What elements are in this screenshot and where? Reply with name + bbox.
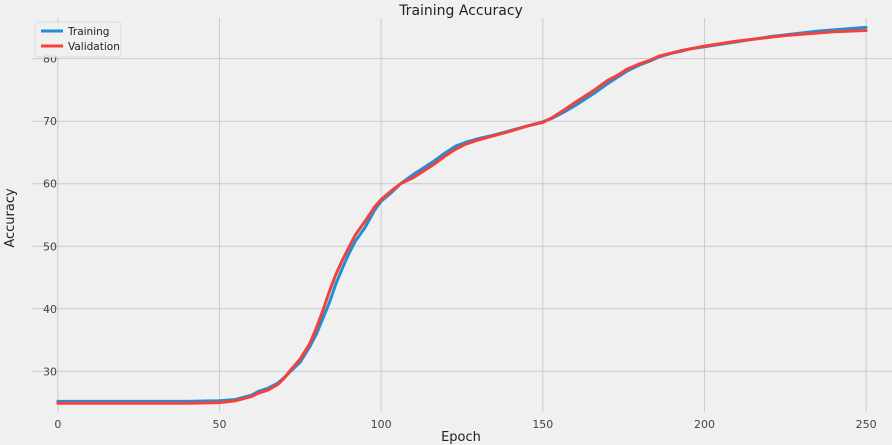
x-tick-label: 0 <box>54 418 61 431</box>
y-tick-label: 30 <box>43 365 57 378</box>
y-axis-title: Accuracy <box>3 188 18 248</box>
series-line-validation <box>56 29 868 405</box>
y-tick-label: 70 <box>43 115 57 128</box>
x-tick-label: 100 <box>371 418 392 431</box>
x-axis-title: Epoch <box>441 430 481 445</box>
x-tick-label: 50 <box>213 418 227 431</box>
y-tick-label: 60 <box>43 178 57 191</box>
x-tick-label: 250 <box>856 418 877 431</box>
y-tick-label: 40 <box>43 303 57 316</box>
x-tick-label: 200 <box>694 418 715 431</box>
legend-label-validation: Validation <box>68 41 120 53</box>
chart-title: Training Accuracy <box>398 3 523 19</box>
x-tick-label: 150 <box>532 418 553 431</box>
legend-label-training: Training <box>67 26 109 38</box>
legend: Training Validation <box>34 21 122 58</box>
series-line-training <box>56 25 868 403</box>
y-tick-label: 50 <box>43 240 57 253</box>
